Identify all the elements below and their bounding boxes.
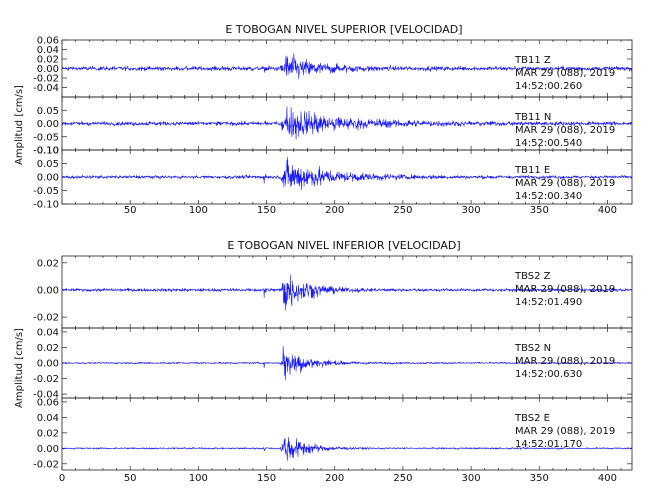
x-tick-label: 200 xyxy=(325,473,344,484)
x-tick-label: 250 xyxy=(393,473,412,484)
y-tick-label: 0.00 xyxy=(37,173,59,184)
date-label: MAR 29 (088), 2019 xyxy=(515,426,615,437)
y-tick-label: -0.05 xyxy=(33,132,59,143)
y-tick-label: 0.00 xyxy=(37,64,59,75)
x-tick-label: 50 xyxy=(124,205,137,216)
x-tick-label: 150 xyxy=(257,205,276,216)
y-tick-label: -0.05 xyxy=(33,186,59,197)
x-tick-label: 300 xyxy=(462,205,481,216)
waveform-trace xyxy=(61,437,633,461)
y-tick-label: -0.02 xyxy=(33,313,59,324)
y-tick-label: 0.00 xyxy=(37,119,59,130)
x-tick-label: 100 xyxy=(189,205,208,216)
date-label: MAR 29 (088), 2019 xyxy=(515,125,615,136)
station-label: TB11 Z xyxy=(514,55,551,66)
seismogram-panel: 0.06 0.04 0.02 0.00 -0.02 TBS2 E MAR 29 (088),… xyxy=(33,397,633,471)
y-tick-label: 0.00 xyxy=(37,285,59,296)
station-label: TBS2 E xyxy=(514,413,550,424)
y-tick-label: 0.04 xyxy=(37,327,59,338)
waveform-trace xyxy=(61,274,633,311)
x-tick-label: 100 xyxy=(189,473,208,484)
y-tick-label: -0.02 xyxy=(33,459,59,470)
time-label: 14:52:01.490 xyxy=(515,297,582,308)
date-label: MAR 29 (088), 2019 xyxy=(515,68,615,79)
x-tick-label: 150 xyxy=(257,473,276,484)
y-tick-label: -0.04 xyxy=(33,83,59,94)
x-tick-label: 0 xyxy=(59,473,65,484)
y-tick-label: -0.10 xyxy=(33,146,59,157)
time-label: 14:52:00.540 xyxy=(515,138,582,149)
date-label: MAR 29 (088), 2019 xyxy=(515,356,615,367)
upper-y-axis-label: Amplitud [cm/s] xyxy=(14,85,25,165)
y-tick-label: -0.02 xyxy=(33,74,59,85)
waveform-trace xyxy=(61,106,633,140)
waveform-trace xyxy=(61,346,633,381)
station-label: TBS2 N xyxy=(514,343,551,354)
y-tick-label: 0.04 xyxy=(37,413,59,424)
time-label: 14:52:00.260 xyxy=(515,81,582,92)
y-tick-label: 0.02 xyxy=(37,258,59,269)
date-label: MAR 29 (088), 2019 xyxy=(515,178,615,189)
y-tick-label: -0.04 xyxy=(33,390,59,401)
y-tick-label: -0.10 xyxy=(33,200,59,211)
x-tick-label: 400 xyxy=(598,473,617,484)
lower-seismogram-group: E TOBOGAN NIVEL INFERIOR [VELOCIDAD] Amp… xyxy=(14,239,633,484)
y-tick-label: 0.00 xyxy=(37,359,59,370)
seismogram-panel: 0.04 0.02 0.00 -0.02 -0.04 TBS2 N MAR 29 (088)… xyxy=(33,327,633,401)
y-tick-label: 0.02 xyxy=(37,343,59,354)
x-tick-label: 350 xyxy=(530,205,549,216)
y-tick-label: 0.05 xyxy=(37,159,59,170)
x-tick-label: 250 xyxy=(393,205,412,216)
date-label: MAR 29 (088), 2019 xyxy=(515,284,615,295)
upper-chart-title: E TOBOGAN NIVEL SUPERIOR [VELOCIDAD] xyxy=(225,23,462,36)
y-tick-label: 0.06 xyxy=(37,397,59,408)
time-label: 14:52:00.340 xyxy=(515,191,582,202)
y-tick-label: 0.02 xyxy=(37,55,59,66)
waveform-trace xyxy=(61,156,633,191)
time-label: 14:52:01.170 xyxy=(515,439,582,450)
x-tick-label: 200 xyxy=(325,205,344,216)
y-tick-label: -0.02 xyxy=(33,374,59,385)
x-tick-label: 400 xyxy=(598,205,617,216)
panel-frame xyxy=(61,397,633,471)
lower-y-axis-label: Amplitud [cm/s] xyxy=(14,328,25,408)
seismogram-panel: 0.060.040.020.00-0.02-0.04 TB11 Z MAR 29 (… xyxy=(33,36,633,98)
station-label: TBS2 Z xyxy=(514,271,551,282)
y-tick-label: 0.10 xyxy=(37,146,59,157)
x-tick-label: 300 xyxy=(462,473,481,484)
y-tick-label: 0.02 xyxy=(37,428,59,439)
station-label: TB11 E xyxy=(514,165,550,176)
seismogram-panel: 0.10 0.05 0.00 -0.05 -0.10 TB11 E MAR 29 (088)… xyxy=(33,146,633,211)
y-tick-label: 0.05 xyxy=(37,106,59,117)
x-tick-label: 50 xyxy=(124,473,137,484)
y-tick-label: 0.04 xyxy=(37,45,59,56)
seismogram-panel: 0.05 0.00 -0.05 -0.10 TB11 N MAR 29 (088), 20… xyxy=(33,96,633,157)
x-tick-label: 350 xyxy=(530,473,549,484)
y-tick-label: 0.00 xyxy=(37,444,59,455)
lower-chart-title: E TOBOGAN NIVEL INFERIOR [VELOCIDAD] xyxy=(227,239,460,252)
upper-seismogram-group: E TOBOGAN NIVEL SUPERIOR [VELOCIDAD] Amp… xyxy=(14,23,633,216)
waveform-trace xyxy=(61,53,633,80)
y-tick-label: 0.06 xyxy=(37,36,59,47)
station-label: TB11 N xyxy=(514,112,551,123)
seismogram-panel: 0.02 0.00 -0.02 TBS2 Z MAR 29 (088), 2019 14:… xyxy=(33,255,633,329)
time-label: 14:52:00.630 xyxy=(515,369,582,380)
